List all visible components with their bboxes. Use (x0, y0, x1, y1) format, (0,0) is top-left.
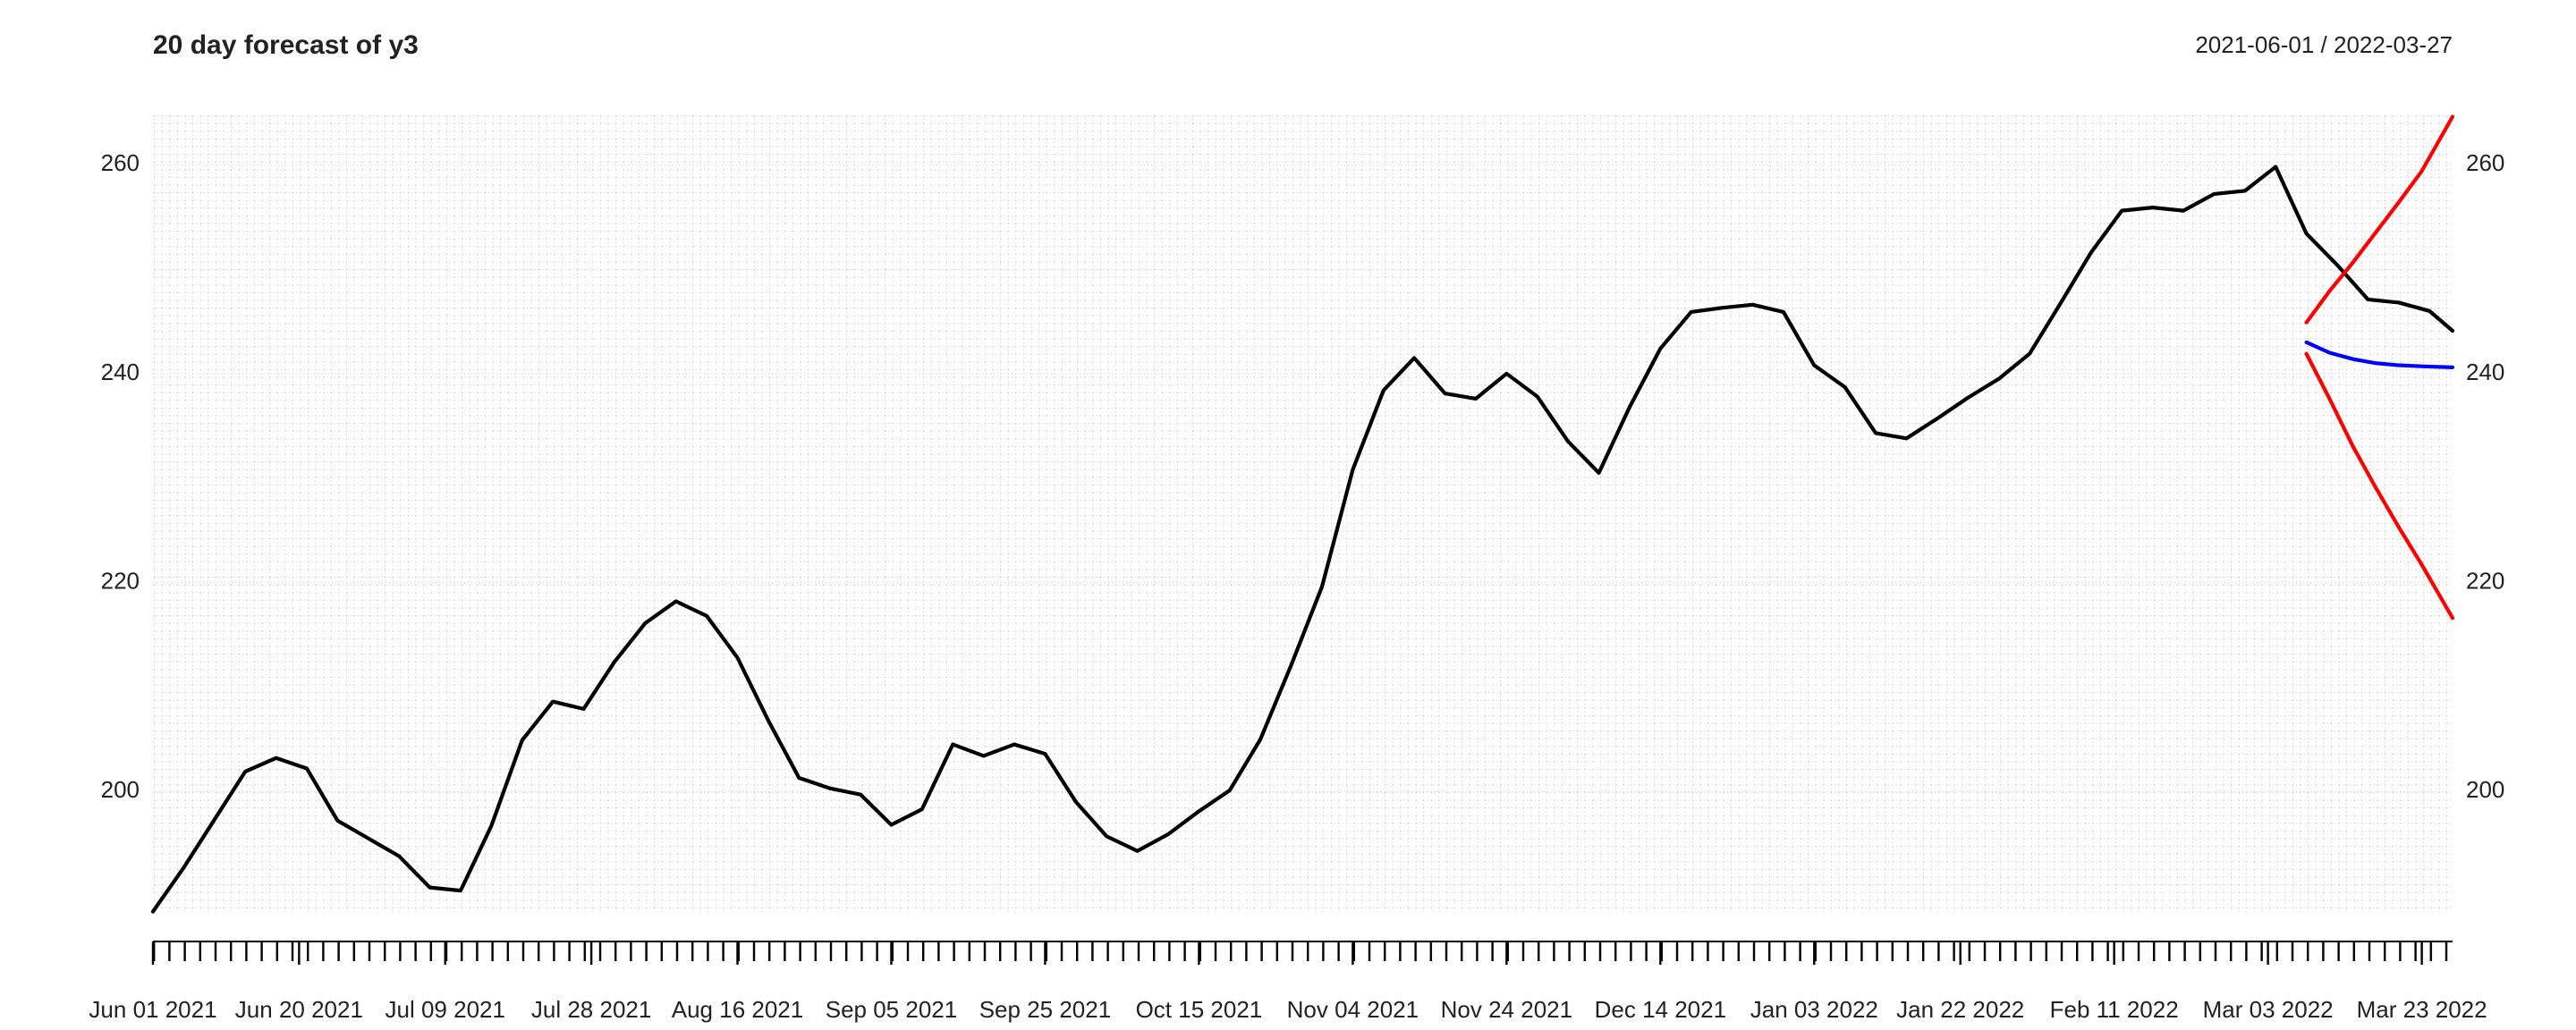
x-tick-label: Dec 14 2021 (1595, 996, 1726, 1023)
date-range: 2021-06-01 / 2022-03-27 (2195, 31, 2453, 58)
y-tick-label-right: 240 (2466, 359, 2504, 385)
x-tick-label: Aug 16 2021 (672, 996, 803, 1023)
x-tick-label: Nov 24 2021 (1441, 996, 1572, 1023)
y-tick-label: 200 (101, 776, 140, 803)
x-tick-label: Jun 20 2021 (235, 996, 363, 1023)
series-line (2304, 114, 2455, 325)
series-line (150, 165, 2455, 914)
y-tick-label: 260 (101, 149, 140, 176)
x-tick-label: Oct 15 2021 (1136, 996, 1263, 1023)
chart-title: 20 day forecast of y3 (153, 30, 419, 60)
series-line (2304, 340, 2455, 369)
x-tick-label: Jun 01 2021 (89, 996, 216, 1023)
x-tick-label: Jan 22 2022 (1896, 996, 2024, 1023)
x-tick-label: Jul 28 2021 (531, 996, 651, 1023)
x-tick-label: Jul 09 2021 (386, 996, 505, 1023)
y-tick-label-right: 220 (2466, 567, 2504, 594)
x-tick-label: Sep 25 2021 (979, 996, 1111, 1023)
x-tick-label: Nov 04 2021 (1287, 996, 1419, 1023)
x-tick-label: Mar 03 2022 (2203, 996, 2334, 1023)
y-tick-label: 240 (101, 359, 140, 385)
y-tick-label-right: 200 (2466, 776, 2504, 803)
x-tick-label: Sep 05 2021 (826, 996, 957, 1023)
x-tick-label: Jan 03 2022 (1750, 996, 1878, 1023)
x-tick-label: Mar 23 2022 (2357, 996, 2487, 1023)
minor-ticks (153, 941, 2454, 961)
grid-pattern (153, 114, 2453, 915)
y-tick-label-right: 260 (2466, 149, 2504, 176)
x-tick-label: Feb 11 2022 (2050, 996, 2179, 1023)
series-line (2304, 351, 2455, 621)
y-tick-label: 220 (101, 567, 140, 594)
